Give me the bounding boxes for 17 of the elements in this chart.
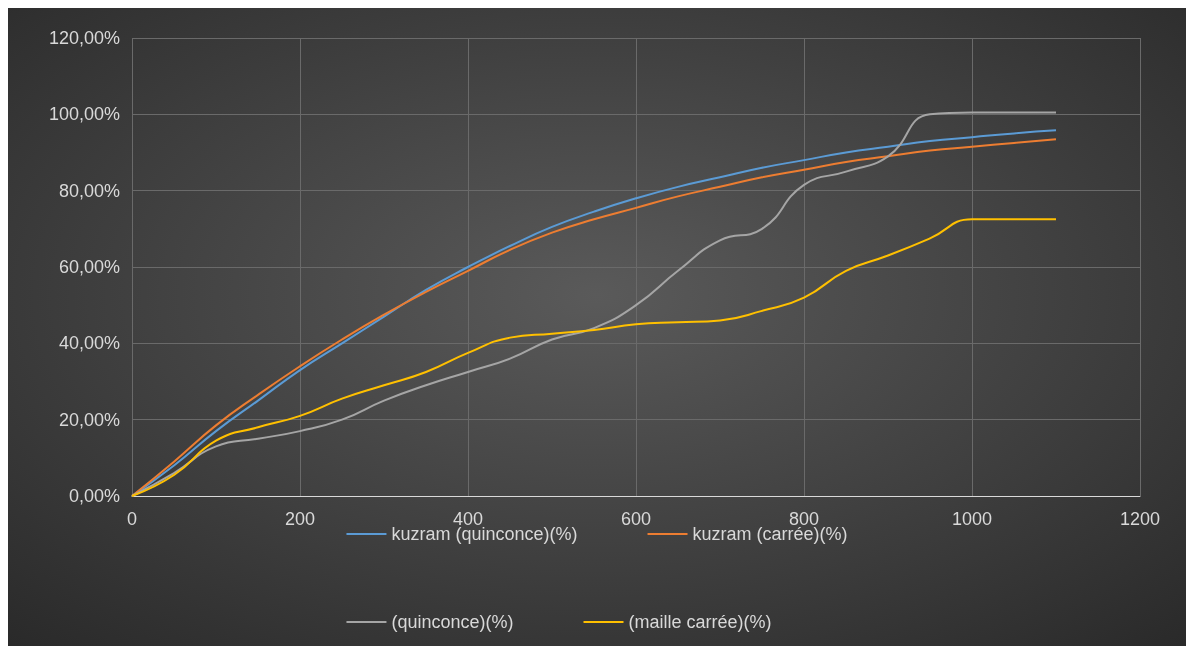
x-tick-label: 0 [126,509,138,529]
y-tick-label: 60,00% [58,257,120,277]
legend-label: (quinconce)(%) [391,612,514,632]
x-tick-label: 200 [284,509,316,529]
legend-label: kuzram (quinconce)(%) [391,524,578,544]
legend-label: kuzram (carrée)(%) [692,524,848,544]
x-tick-label: 1200 [1119,509,1161,529]
y-tick-label: 20,00% [58,409,120,430]
line-series [131,218,1057,497]
x-tick-label: 1000 [951,509,993,529]
y-tick-label: 40,00% [58,333,120,354]
y-tick-label: 0,00% [68,486,120,506]
y-tick-label: 100,00% [48,104,120,125]
legend-label: (maille carrée)(%) [628,612,772,632]
x-tick-label: 600 [620,509,652,529]
y-tick-label: 80,00% [58,180,120,201]
y-tick-label: 120,00% [48,28,120,48]
